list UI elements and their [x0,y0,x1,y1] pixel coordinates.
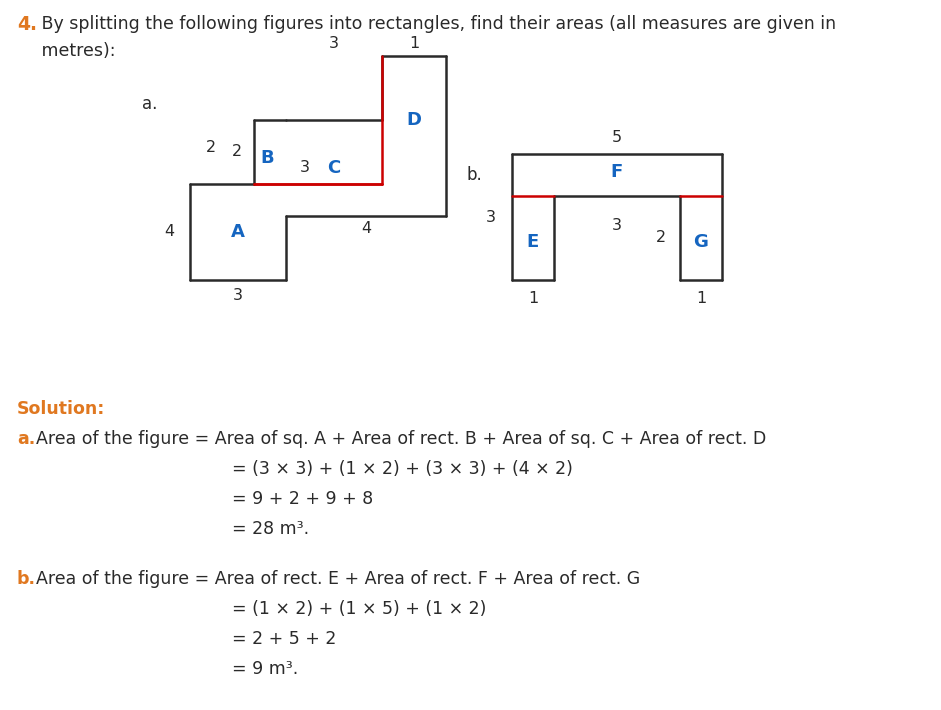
Text: E: E [527,233,539,251]
Text: Area of the figure = Area of sq. A + Area of rect. B + Area of sq. C + Area of r: Area of the figure = Area of sq. A + Are… [36,430,766,448]
Text: 3: 3 [300,160,310,175]
Text: 2: 2 [206,139,216,155]
Text: 4.: 4. [17,15,37,34]
Text: B: B [260,149,274,168]
Text: b.: b. [17,570,36,588]
Text: By splitting the following figures into rectangles, find their areas (all measur: By splitting the following figures into … [36,15,837,60]
Text: 3: 3 [486,209,496,224]
Text: Solution:: Solution: [17,400,105,418]
Text: 1: 1 [409,36,419,50]
Text: 4: 4 [361,222,371,236]
Text: a.: a. [142,95,157,113]
Text: G: G [694,233,709,251]
Text: C: C [327,159,341,177]
Text: = 9 m³.: = 9 m³. [232,660,298,678]
Text: = 2 + 5 + 2: = 2 + 5 + 2 [232,630,336,648]
Text: 2: 2 [231,145,242,160]
Text: 4: 4 [164,224,174,239]
Text: Area of the figure = Area of rect. E + Area of rect. F + Area of rect. G: Area of the figure = Area of rect. E + A… [36,570,640,588]
Text: a.: a. [17,430,35,448]
Text: b.: b. [467,166,483,184]
Text: 3: 3 [612,218,622,233]
Text: 2: 2 [656,231,666,246]
Text: 3: 3 [329,36,339,50]
Text: = 28 m³.: = 28 m³. [232,520,310,538]
Text: 3: 3 [233,288,243,303]
Text: 1: 1 [528,291,538,307]
Text: = (3 × 3) + (1 × 2) + (3 × 3) + (4 × 2): = (3 × 3) + (1 × 2) + (3 × 3) + (4 × 2) [232,460,573,478]
Text: = 9 + 2 + 9 + 8: = 9 + 2 + 9 + 8 [232,490,374,508]
Text: = (1 × 2) + (1 × 5) + (1 × 2): = (1 × 2) + (1 × 5) + (1 × 2) [232,600,486,618]
Text: 1: 1 [696,291,706,307]
Text: F: F [611,163,623,180]
Text: 5: 5 [612,130,622,145]
Text: A: A [231,223,245,241]
Text: D: D [407,111,422,129]
